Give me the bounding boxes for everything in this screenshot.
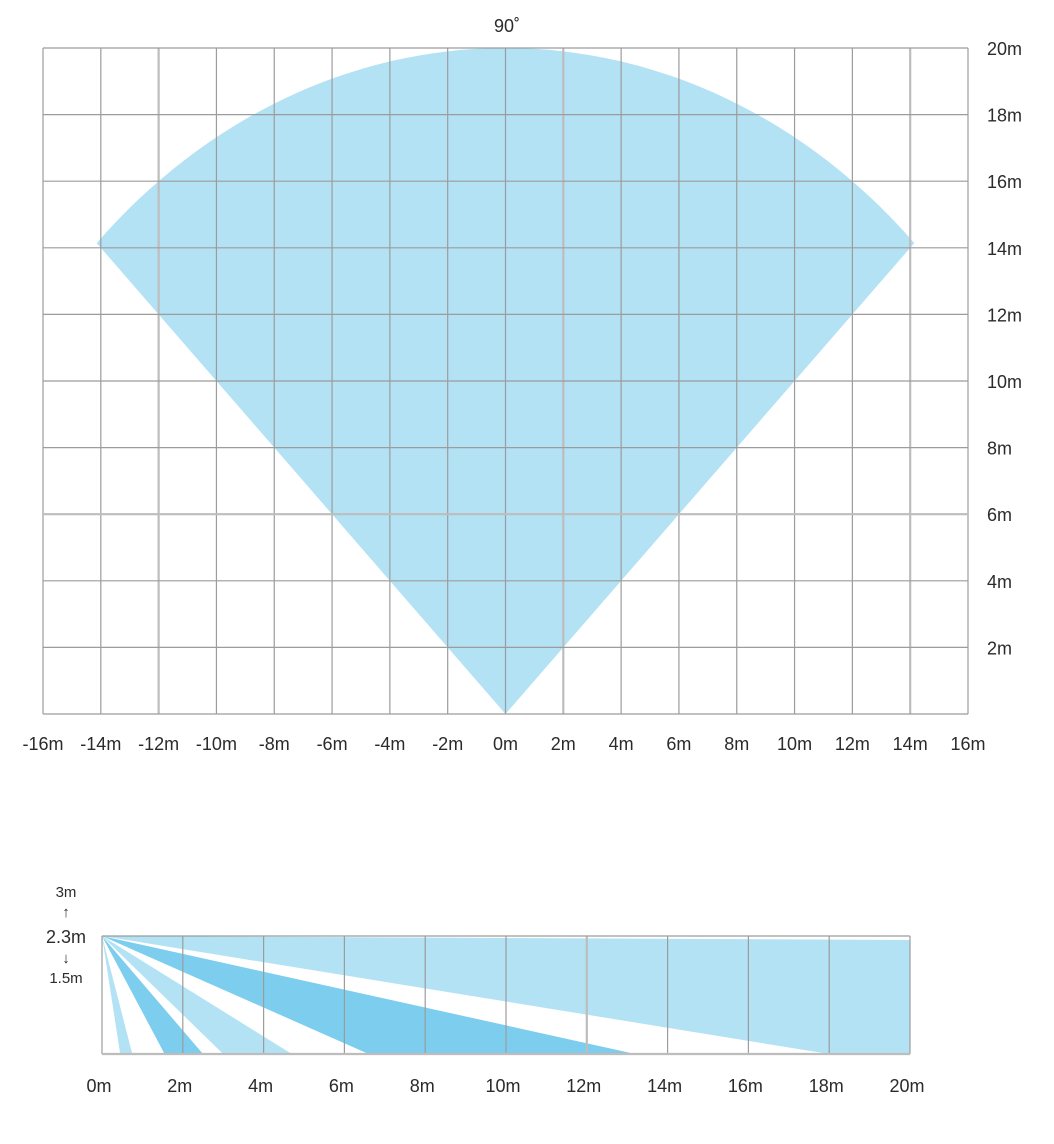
- x-tick-label: -4m: [374, 734, 405, 754]
- x-tick-label: -2m: [432, 734, 463, 754]
- side-x-tick-label: 16m: [728, 1076, 763, 1096]
- side-x-tick-label: 8m: [410, 1076, 435, 1096]
- y-tick-label: 20m: [987, 39, 1022, 59]
- top-view: 90˚ -16m -14m -12m -10m -8m -6m -4m -2m 0m 2m 4m 6m…: [22, 16, 1022, 754]
- y-tick-label: 6m: [987, 505, 1012, 525]
- side-x-tick-label: 14m: [647, 1076, 682, 1096]
- y-tick-label: 16m: [987, 172, 1022, 192]
- side-x-axis: 0m 2m 4m 6m 8m 10m 12m 14m 16m 18m 20m: [86, 1076, 924, 1096]
- y-tick-label: 4m: [987, 572, 1012, 592]
- height-max-label: 3m: [56, 884, 77, 901]
- x-tick-label: 12m: [835, 734, 870, 754]
- x-tick-label: 0m: [493, 734, 518, 754]
- detection-beam: [102, 936, 133, 1054]
- side-x-tick-label: 0m: [86, 1076, 111, 1096]
- x-tick-label: -12m: [138, 734, 179, 754]
- x-tick-label: 2m: [551, 734, 576, 754]
- x-tick-label: -6m: [317, 734, 348, 754]
- side-x-tick-label: 4m: [248, 1076, 273, 1096]
- y-tick-label: 8m: [987, 439, 1012, 459]
- side-x-tick-label: 2m: [167, 1076, 192, 1096]
- x-tick-label: -14m: [80, 734, 121, 754]
- y-tick-label: 14m: [987, 239, 1022, 259]
- detection-beam: [102, 936, 636, 1054]
- x-tick-label: 14m: [893, 734, 928, 754]
- side-x-tick-label: 18m: [809, 1076, 844, 1096]
- top-grid: [42, 47, 969, 715]
- y-tick-label: 12m: [987, 305, 1022, 325]
- detection-beam: [102, 936, 292, 1054]
- side-x-tick-label: 6m: [329, 1076, 354, 1096]
- top-x-axis: -16m -14m -12m -10m -8m -6m -4m -2m 0m 2m 4m 6m 8m 10…: [22, 734, 985, 754]
- x-tick-label: -10m: [196, 734, 237, 754]
- side-x-tick-label: 20m: [889, 1076, 924, 1096]
- detection-beam: [102, 936, 203, 1054]
- y-tick-label: 2m: [987, 638, 1012, 658]
- x-tick-label: 8m: [724, 734, 749, 754]
- mount-height-label: 2.3m: [46, 927, 86, 947]
- angle-label: 90˚: [494, 16, 520, 36]
- y-tick-label: 18m: [987, 106, 1022, 126]
- x-tick-label: 6m: [666, 734, 691, 754]
- x-tick-label: 10m: [777, 734, 812, 754]
- height-min-label: 1.5m: [49, 970, 82, 987]
- down-arrow-icon: ↓: [62, 950, 70, 967]
- side-grid: [101, 935, 911, 1056]
- x-tick-label: 4m: [609, 734, 634, 754]
- up-arrow-icon: ↑: [62, 904, 70, 921]
- side-x-tick-label: 10m: [485, 1076, 520, 1096]
- top-y-axis: 2m 4m 6m 8m 10m 12m 14m 16m 18m 20m: [987, 39, 1022, 658]
- side-view: 3m ↑ 2.3m ↓ 1.5m 0m 2m 4m 6m 8m 10m 12m 14m 16m 1…: [46, 884, 925, 1096]
- x-tick-label: -8m: [259, 734, 290, 754]
- x-tick-label: 16m: [950, 734, 985, 754]
- x-tick-label: -16m: [22, 734, 63, 754]
- y-tick-label: 10m: [987, 372, 1022, 392]
- side-x-tick-label: 12m: [566, 1076, 601, 1096]
